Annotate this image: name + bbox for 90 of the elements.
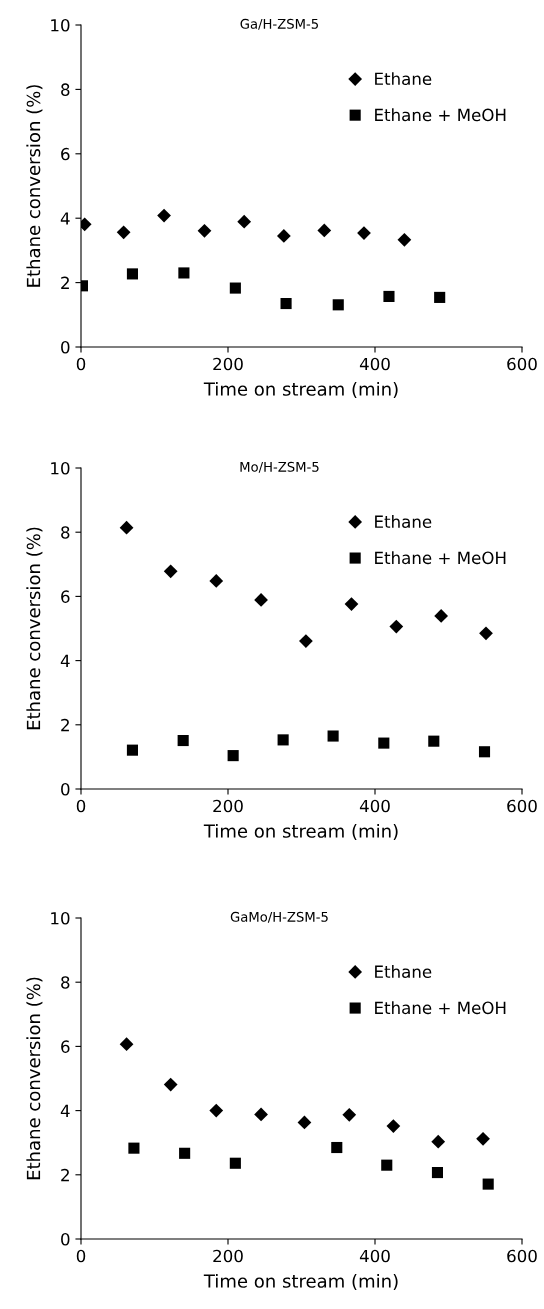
- point: [317, 223, 332, 238]
- x-tick-label: 600: [507, 1249, 537, 1263]
- y-axis-title: Ethane conversion (%): [26, 85, 43, 287]
- point: [378, 737, 390, 749]
- point: [327, 730, 339, 742]
- y-tick-label: 8: [61, 976, 70, 989]
- legend-label: Ethane: [375, 515, 432, 528]
- x-axis-title: Time on stream (min): [203, 1273, 398, 1290]
- y-tick-label: 10: [51, 461, 70, 475]
- point: [163, 564, 178, 579]
- y-tick-label: 0: [61, 340, 70, 354]
- point: [397, 232, 412, 247]
- x-axis-title: Time on stream (min): [203, 823, 398, 840]
- point: [434, 291, 446, 303]
- point: [389, 619, 404, 634]
- point: [163, 1077, 178, 1092]
- point: [254, 593, 268, 607]
- point: [434, 609, 449, 623]
- point: [254, 1107, 268, 1122]
- x-tick-label: 200: [213, 1249, 243, 1263]
- x-tick-label: 0: [76, 799, 86, 813]
- point: [431, 1134, 446, 1149]
- point: [177, 734, 189, 747]
- point: [209, 574, 224, 588]
- y-tick-label: 2: [61, 1168, 69, 1182]
- point: [126, 268, 139, 280]
- point: [479, 626, 493, 641]
- legend-label: Ethane + MeOH: [375, 1001, 506, 1015]
- point: [478, 746, 491, 758]
- point: [431, 1167, 444, 1179]
- point: [331, 1141, 343, 1154]
- point: [386, 1119, 401, 1133]
- y-tick-label: 10: [51, 18, 70, 32]
- point: [428, 735, 440, 747]
- x-tick-label: 400: [359, 799, 390, 813]
- y-tick-label: 0: [61, 1232, 70, 1246]
- point: [178, 267, 190, 279]
- y-tick-label: 10: [51, 911, 70, 925]
- y-tick-label: 4: [60, 1104, 70, 1117]
- x-tick-label: 200: [213, 799, 243, 813]
- y-tick-label: 0: [61, 782, 70, 796]
- point: [237, 214, 252, 229]
- x-tick-label: 400: [359, 1249, 390, 1263]
- point: [116, 225, 131, 240]
- point: [482, 1178, 494, 1190]
- x-tick-label: 600: [507, 357, 537, 371]
- chart-title: GaMo/H-ZSM-5: [230, 911, 328, 923]
- y-tick-label: 8: [61, 526, 70, 539]
- point: [119, 520, 134, 535]
- x-tick-label: 400: [359, 357, 390, 371]
- point: [119, 1037, 134, 1052]
- x-axis-title: Time on stream (min): [203, 381, 398, 398]
- point: [381, 1159, 393, 1171]
- legend-label: Ethane: [375, 72, 432, 86]
- point: [197, 223, 212, 238]
- y-tick-label: 4: [60, 212, 70, 225]
- y-axis-title: Ethane conversion (%): [26, 527, 43, 730]
- point: [229, 282, 241, 294]
- legend-label: Ethane: [375, 965, 432, 978]
- point: [229, 1157, 241, 1169]
- chart-title: Mo/H-ZSM-5: [240, 461, 319, 473]
- point: [344, 597, 359, 611]
- x-tick-label: 600: [507, 799, 537, 813]
- y-tick-label: 4: [60, 654, 70, 667]
- point: [126, 744, 139, 756]
- point: [128, 1142, 140, 1154]
- point: [332, 299, 344, 311]
- point: [277, 734, 289, 746]
- x-tick-label: 200: [213, 357, 243, 371]
- point: [280, 297, 292, 310]
- point: [179, 1147, 191, 1159]
- point: [227, 750, 239, 762]
- legend-label: Ethane + MeOH: [375, 551, 506, 565]
- point: [476, 1131, 490, 1146]
- point: [342, 1107, 357, 1122]
- x-tick-label: 0: [76, 1249, 86, 1263]
- y-tick-label: 6: [61, 147, 70, 161]
- y-tick-label: 8: [61, 83, 70, 96]
- y-tick-label: 6: [61, 1040, 70, 1053]
- point: [157, 208, 171, 223]
- point: [276, 229, 291, 243]
- y-tick-label: 6: [61, 590, 70, 603]
- y-axis-title: Ethane conversion (%): [26, 977, 43, 1180]
- point: [209, 1103, 224, 1118]
- chart-title: Ga/H-ZSM-5: [240, 18, 318, 30]
- y-tick-label: 2: [61, 276, 69, 289]
- legend-label: Ethane + MeOH: [375, 108, 506, 122]
- y-tick-label: 2: [61, 718, 69, 732]
- point: [383, 290, 395, 302]
- x-tick-label: 0: [76, 357, 86, 371]
